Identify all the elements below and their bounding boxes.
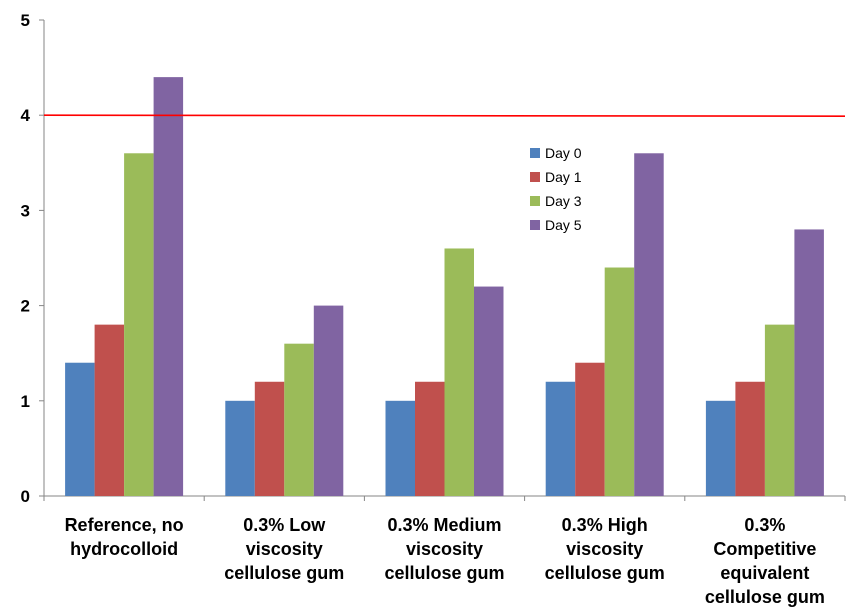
bar-day-0-cat-4 [705,400,736,496]
bar-day-0-cat-2 [385,400,415,496]
category-label: 0.3% Medium viscosity cellulose gum [384,515,504,583]
y-tick-label: 5 [21,11,30,30]
category-label: 0.3% Low viscosity cellulose gum [224,515,344,583]
bar-day-1-cat-1 [254,381,285,496]
bar-day-1-cat-4 [735,381,765,496]
category-label-line: Reference, no [65,515,184,535]
legend-swatch [530,196,540,206]
bars [65,77,824,497]
category-label-line: 0.3% Low [243,515,326,535]
bar-day-5-cat-1 [313,305,344,496]
legend-label: Day 5 [545,217,582,233]
category-label: 0.3% High viscosity cellulose gum [545,515,665,583]
category-label-line: viscosity [406,539,483,559]
category-label-line: 0.3% High [562,515,648,535]
category-labels: Reference, no hydrocolloid 0.3% Low viscosi… [65,515,825,607]
bar-day-1-cat-2 [415,381,445,496]
y-tick-label: 3 [21,201,30,220]
legend-label: Day 3 [545,193,582,209]
category-label-line: viscosity [566,539,643,559]
legend-label: Day 0 [545,145,582,161]
legend-swatch [530,148,540,158]
category-label-line: Competitive [713,539,816,559]
legend-label: Day 1 [545,169,582,185]
category-label-line: viscosity [246,539,323,559]
category-label-line: 0.3% [744,515,785,535]
category-label-line: cellulose gum [384,563,504,583]
category-label-line: cellulose gum [224,563,344,583]
bar-day-3-cat-0 [124,153,154,496]
y-tick-label: 2 [21,297,30,316]
legend: Day 0 Day 1 Day 3 Day 5 [530,145,582,233]
category-label-line: cellulose gum [705,587,825,607]
bar-day-1-cat-0 [94,324,125,496]
threshold-line [43,114,846,117]
bar-day-5-cat-0 [153,77,184,497]
bar-day-3-cat-2 [444,248,474,496]
bar-day-1-cat-3 [575,362,605,496]
y-axis: 0 1 2 3 4 5 [21,11,45,506]
legend-swatch [530,220,540,230]
y-tick-label: 0 [21,487,30,506]
bar-day-3-cat-4 [764,324,795,496]
reference-line [43,114,846,117]
x-axis [43,495,846,501]
y-tick-label: 1 [21,392,30,411]
bar-day-3-cat-1 [284,343,314,496]
category-label-line: hydrocolloid [70,539,178,559]
category-label: Reference, no hydrocolloid [65,515,184,559]
category-label-line: 0.3% Medium [387,515,501,535]
bar-day-3-cat-3 [604,267,635,496]
y-tick-label: 4 [21,106,31,125]
bar-day-0-cat-1 [225,400,255,496]
bar-day-0-cat-3 [545,381,576,496]
bar-day-5-cat-2 [474,286,504,496]
legend-swatch [530,172,540,182]
category-label: 0.3% Competitive equivalent cellulose gum [705,515,825,607]
bar-day-5-cat-3 [634,153,664,496]
category-label-line: cellulose gum [545,563,665,583]
category-label-line: equivalent [720,563,809,583]
bar-day-5-cat-4 [794,229,824,496]
bar-day-0-cat-0 [65,362,95,496]
